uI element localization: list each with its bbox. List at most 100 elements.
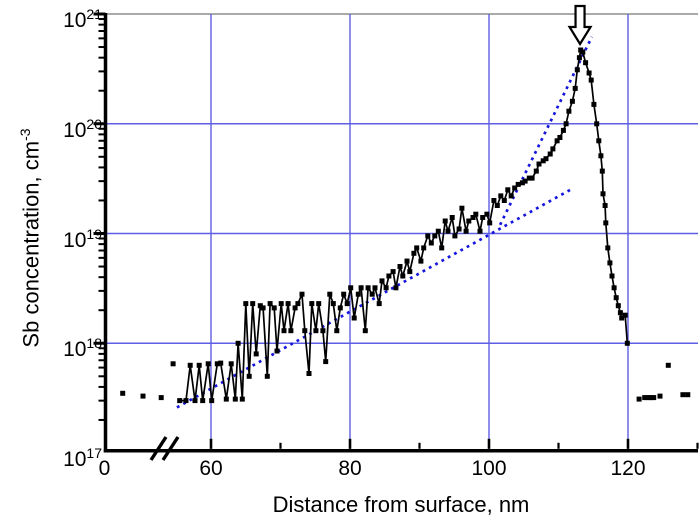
data-point [599,168,605,174]
data-point [218,360,224,366]
data-point [192,398,198,404]
data-point [264,373,270,379]
data-point [250,301,256,307]
data-point [260,305,266,311]
data-point [470,215,476,220]
data-point [484,211,490,217]
data-point [209,398,215,404]
data-point [243,301,249,307]
data-point [439,245,445,251]
x-tick-label-80: 80 [338,457,362,480]
data-point [435,228,441,234]
data-point [299,291,305,297]
data-point [536,161,542,167]
data-point [313,328,319,334]
data-point [223,396,229,402]
data-point [425,233,431,239]
data-point [572,85,578,91]
data-point [617,310,623,316]
data-point [576,55,582,61]
data-point [358,285,364,291]
data-point [177,398,183,404]
data-point [557,135,563,140]
data-point [355,291,361,297]
data-point [619,315,625,321]
data-point [376,301,382,307]
data-point [609,273,615,279]
data-point [306,371,312,376]
data-point [187,362,193,368]
data-point [491,198,497,203]
data-point [351,315,357,321]
gridlines [105,13,698,451]
axis-break-slash [161,436,180,461]
data-point [257,303,263,309]
data-point-substrate [648,395,654,401]
data-point [246,373,252,379]
data-point [603,220,609,226]
data-point-pre-break [170,361,176,367]
data-point [512,185,518,191]
data-point [183,398,189,404]
data-point [473,211,479,217]
data-point [404,258,410,264]
data-point-substrate [685,392,691,398]
data-point [390,269,396,275]
data-point [588,77,594,83]
y-tick-label-1e21: 1021 [63,6,102,32]
data-point [611,285,617,291]
data-point [362,328,368,334]
data-point-pre-break [120,390,126,396]
data-point [519,180,525,186]
data-point [583,60,589,66]
axes [93,12,699,461]
data-point [598,153,604,159]
data-point-substrate [651,395,657,401]
data-point [605,245,611,251]
data-point [323,359,329,365]
data-point [501,198,507,203]
peak-arrow-icon [567,4,593,47]
data-point [295,301,301,307]
data-point [554,138,560,144]
data-point-substrate [636,396,642,402]
data-point [574,67,580,73]
data-point [508,193,514,199]
data-point [529,175,535,181]
x-tick-label-0: 0 [98,457,111,480]
data-point [320,328,326,334]
data-point [602,203,608,208]
data-point [379,278,385,284]
data-point [288,328,294,334]
data-point [566,108,572,114]
data-point [285,301,291,307]
data-point-pre-break [140,393,146,399]
data-point [281,328,287,334]
data-point [624,340,630,346]
data-point [560,127,566,133]
data-point [200,398,206,404]
data-point-pre-break [158,395,164,401]
data-point [487,220,493,226]
data-point [267,301,273,307]
data-point [607,260,613,266]
data-point [302,328,308,334]
data-point [414,245,420,251]
data-point [594,121,600,127]
data-point [278,301,284,307]
y-tick-label-1e20: 1020 [63,115,102,142]
data-point [341,291,347,297]
data-point [253,351,259,357]
data-point [452,233,458,239]
data-point [369,291,375,297]
data-point-substrate [657,393,663,399]
axis-break-slash [149,436,168,461]
data-point [214,361,220,367]
data-point [400,273,406,279]
data-point [196,362,202,368]
data-point [383,285,389,291]
data-point [271,305,277,311]
data-series [120,47,691,404]
